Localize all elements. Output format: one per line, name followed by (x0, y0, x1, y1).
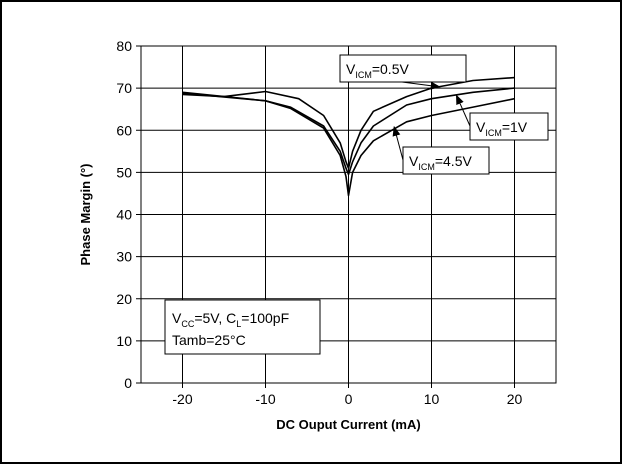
x-tick-label: 20 (507, 391, 523, 407)
label-text: VCC=5V, CL=100pF (172, 310, 289, 329)
x-tick-label: 0 (345, 391, 353, 407)
label-part: V (172, 310, 182, 326)
label-subscript: CC (181, 319, 194, 329)
annotation-arrow (401, 81, 441, 90)
x-axis-title: DC Ouput Current (mA) (276, 417, 420, 432)
y-tick-label: 30 (116, 249, 132, 265)
annotation-box (339, 54, 467, 83)
label-text: VICM=1V (476, 119, 528, 138)
y-tick-label: 70 (116, 80, 132, 96)
label-part: V (476, 119, 486, 135)
label-subscript: ICM (355, 70, 372, 80)
y-tick-label: 60 (116, 122, 132, 138)
x-tick-label: -20 (172, 391, 192, 407)
conditions-temperature: Tamb=25°C (172, 332, 246, 348)
y-tick-label: 40 (116, 207, 132, 223)
label-text: VICM=4.5V (409, 153, 472, 172)
label-part: =0.5V (372, 61, 410, 77)
label-subscript: ICM (485, 128, 502, 138)
series-line-VICM=4.5V (182, 91, 515, 197)
label-part: =1V (502, 119, 528, 135)
series-line-VICM=1V (182, 87, 515, 176)
annotation-VICM=1V: VICM=1V (455, 94, 549, 141)
conditions-box: VCC=5V, CL=100pF Tamb=25°C (164, 299, 321, 355)
label-part: =5V, C (194, 310, 236, 326)
label-text: VICM=0.5V (346, 61, 409, 80)
annotation-arrow (392, 125, 404, 161)
y-axis: 0 10 20 30 40 50 60 70 80 (116, 38, 141, 391)
annotation-VICM=0.5V: VICM=0.5V (339, 54, 467, 90)
annotation-box (402, 146, 490, 175)
y-tick-label: 20 (116, 291, 132, 307)
label-subscript: L (236, 319, 241, 329)
annotation-box (469, 112, 549, 141)
label-part: V (346, 61, 356, 77)
annotation-VICM=4.5V: VICM=4.5V (392, 125, 490, 175)
label-subscript: ICM (418, 162, 435, 172)
conditions-box-frame (164, 299, 321, 355)
y-axis-title: Phase Margin (°) (78, 164, 93, 266)
label-part: =4.5V (435, 153, 473, 169)
series-line-VICM=0.5V (182, 76, 515, 169)
label-part: V (409, 153, 419, 169)
x-axis: -20 -10 0 10 20 (172, 383, 522, 407)
y-tick-label: 10 (116, 333, 132, 349)
y-tick-label: 50 (116, 164, 132, 180)
y-tick-label: 0 (124, 375, 132, 391)
x-tick-label: 10 (424, 391, 440, 407)
label-part: =100pF (241, 310, 289, 326)
annotation-arrow (455, 94, 471, 127)
x-tick-label: -10 (255, 391, 275, 407)
series-lines (182, 76, 515, 197)
y-tick-label: 80 (116, 38, 132, 54)
